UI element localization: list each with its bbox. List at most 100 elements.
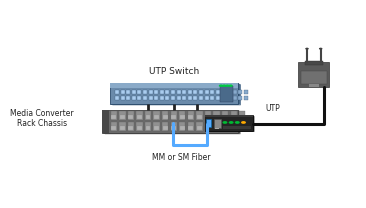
Bar <box>197 115 202 119</box>
Bar <box>227 90 231 94</box>
Bar <box>239 122 246 131</box>
Bar <box>115 96 119 100</box>
Bar <box>160 90 164 94</box>
Bar <box>171 126 176 130</box>
Circle shape <box>225 84 229 87</box>
Bar <box>120 90 124 94</box>
Bar <box>145 122 151 131</box>
Polygon shape <box>102 133 240 134</box>
Bar <box>102 110 109 133</box>
Bar <box>111 122 117 131</box>
Bar <box>154 126 159 130</box>
Bar <box>143 90 147 94</box>
Bar <box>128 111 134 120</box>
Bar <box>214 126 219 130</box>
Bar <box>126 96 130 100</box>
Bar <box>128 122 134 131</box>
Bar <box>222 111 228 120</box>
Bar <box>110 83 238 88</box>
Polygon shape <box>110 104 241 105</box>
Circle shape <box>222 84 227 87</box>
Bar <box>149 96 153 100</box>
Bar <box>193 90 197 94</box>
Bar <box>199 96 203 100</box>
Bar <box>179 111 186 120</box>
Bar <box>119 111 126 120</box>
Bar <box>171 90 175 94</box>
Bar <box>244 90 248 94</box>
Bar <box>128 115 133 119</box>
Bar <box>188 96 192 100</box>
Bar <box>301 71 327 84</box>
Bar <box>239 111 246 120</box>
Bar <box>231 126 236 130</box>
Bar <box>182 96 186 100</box>
Bar <box>213 119 221 128</box>
Bar <box>154 115 159 119</box>
Bar <box>233 90 236 94</box>
Circle shape <box>229 121 234 124</box>
Bar <box>188 122 194 131</box>
Bar <box>206 119 211 127</box>
Bar <box>205 111 211 120</box>
Bar <box>193 96 197 100</box>
Bar <box>223 115 228 119</box>
Bar <box>146 126 150 130</box>
Bar <box>115 90 119 94</box>
Bar <box>216 128 219 129</box>
Text: MM or SM Fiber: MM or SM Fiber <box>152 153 210 162</box>
Bar <box>182 90 186 94</box>
Bar <box>153 122 160 131</box>
Bar <box>171 111 177 120</box>
Bar <box>216 96 220 100</box>
Bar <box>137 126 142 130</box>
Bar <box>176 96 180 100</box>
Bar <box>137 90 141 94</box>
Bar <box>126 90 130 94</box>
Bar <box>132 90 136 94</box>
Circle shape <box>305 48 309 50</box>
Bar <box>102 110 238 133</box>
Bar <box>111 111 117 120</box>
Bar <box>136 122 143 131</box>
Bar <box>205 115 253 131</box>
Bar <box>180 115 185 119</box>
Bar <box>162 122 168 131</box>
Bar <box>210 90 214 94</box>
Bar <box>221 96 225 100</box>
Bar <box>162 111 168 120</box>
Bar <box>227 96 231 100</box>
Circle shape <box>319 48 322 50</box>
Bar <box>119 122 126 131</box>
Bar <box>120 115 125 119</box>
Circle shape <box>235 121 240 124</box>
Bar <box>199 90 203 94</box>
Bar <box>128 126 133 130</box>
Bar <box>137 96 141 100</box>
Bar <box>216 90 220 94</box>
Bar <box>136 111 143 120</box>
Bar <box>188 126 193 130</box>
Bar <box>176 90 180 94</box>
Bar <box>196 111 203 120</box>
Bar <box>205 115 253 117</box>
Circle shape <box>219 84 223 87</box>
Bar <box>233 96 236 100</box>
Bar <box>145 111 151 120</box>
Bar <box>231 111 237 120</box>
Text: Media Converter
Rack Chassis: Media Converter Rack Chassis <box>10 109 74 128</box>
Bar <box>214 115 219 119</box>
Bar <box>205 122 211 131</box>
Bar <box>213 122 220 131</box>
Bar <box>154 90 158 94</box>
Bar <box>221 90 225 94</box>
Bar <box>153 111 160 120</box>
Bar <box>309 84 318 87</box>
Bar <box>165 90 169 94</box>
Bar <box>160 96 164 100</box>
Polygon shape <box>253 115 254 132</box>
Bar <box>180 126 185 130</box>
Bar <box>305 61 323 65</box>
Bar <box>223 126 228 130</box>
Bar <box>240 115 244 119</box>
